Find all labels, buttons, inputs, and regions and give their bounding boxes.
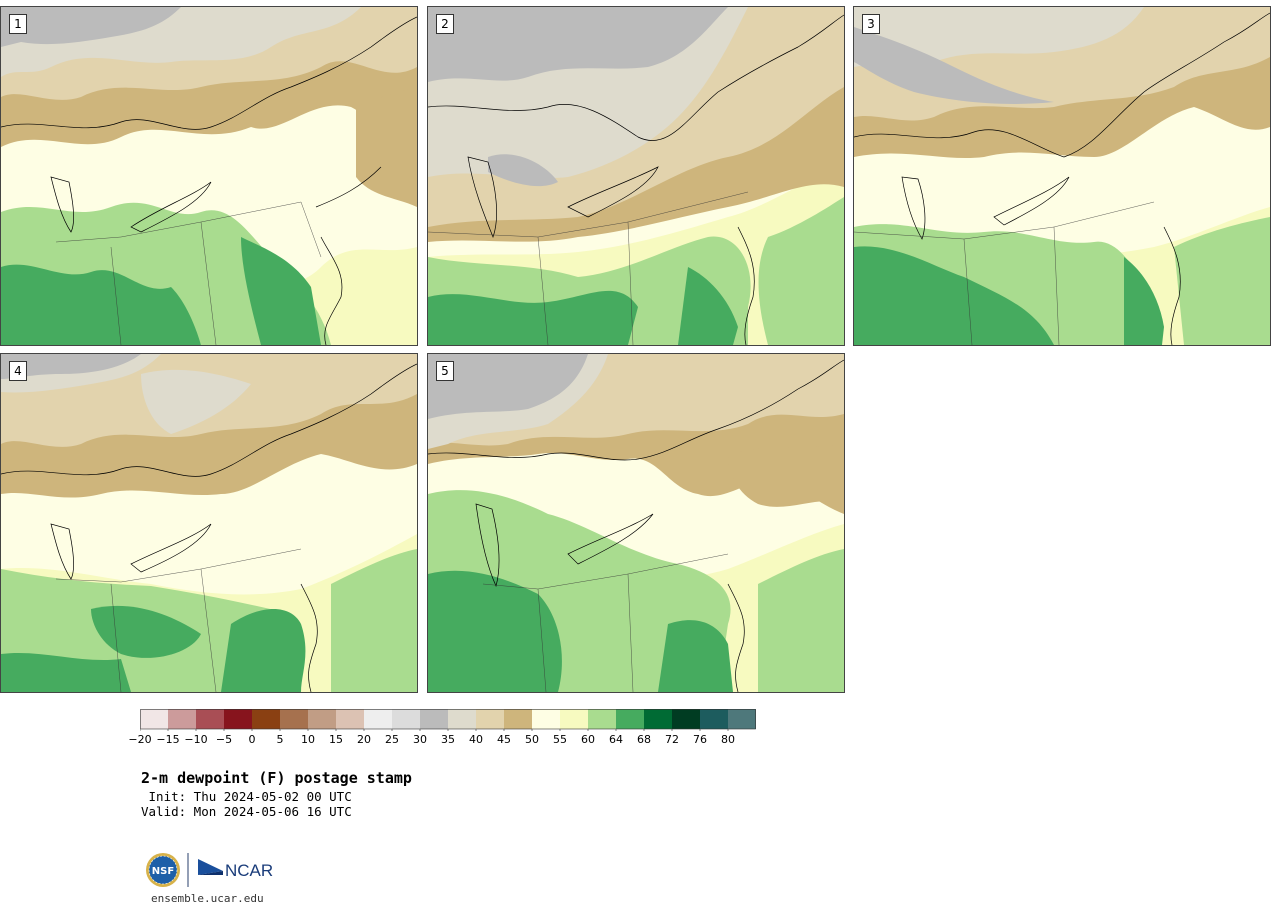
colorbar-swatch (448, 709, 477, 729)
colorbar-tick-label: 76 (693, 733, 707, 746)
colorbar-swatch (504, 709, 533, 729)
colorbar-swatch (672, 709, 701, 729)
colorbar-swatch (196, 709, 225, 729)
logo-graphic: NSF NCAR (146, 853, 273, 887)
colorbar-swatch (308, 709, 337, 729)
colorbar-tick-label: 64 (609, 733, 623, 746)
colorbar-swatch (392, 709, 421, 729)
ensemble-member-panel-1: 1 (0, 6, 418, 346)
ensemble-member-panel-4: 4 (0, 353, 418, 693)
colorbar-tick-label: 5 (276, 733, 284, 746)
nsf-ncar-logo: NSF NCAR (145, 851, 285, 891)
colorbar-swatch (476, 709, 505, 729)
colorbar-tick-label: 15 (329, 733, 343, 746)
colorbar-swatch (644, 709, 673, 729)
member-number-badge: 4 (9, 361, 27, 381)
colorbar-tick-label: 35 (441, 733, 455, 746)
colorbar-swatch (224, 709, 253, 729)
colorbar-swatch (168, 709, 197, 729)
colorbar-swatch (728, 709, 756, 729)
colorbar-tick-label: 55 (553, 733, 567, 746)
colorbar-tick-label: 45 (497, 733, 511, 746)
member-number-badge: 1 (9, 14, 27, 34)
dewpoint-map-3 (854, 7, 1270, 345)
colorbar-swatch (616, 709, 645, 729)
colorbar-tick-label: 25 (385, 733, 399, 746)
footer-url: ensemble.ucar.edu (151, 892, 264, 905)
colorbar-tick-label: −5 (215, 733, 233, 746)
colorbar-tick-label: 0 (248, 733, 256, 746)
ensemble-member-panel-5: 5 (427, 353, 845, 693)
colorbar-swatch (420, 709, 449, 729)
colorbar-tick-label: 30 (413, 733, 427, 746)
dewpoint-map-4 (1, 354, 417, 692)
colorbar-swatch (336, 709, 365, 729)
init-time: Init: Thu 2024-05-02 00 UTC (141, 789, 352, 804)
chart-title: 2-m dewpoint (F) postage stamp (141, 769, 412, 787)
colorbar-tick-label: 72 (665, 733, 679, 746)
dewpoint-colorbar (140, 709, 756, 731)
colorbar-swatch (588, 709, 617, 729)
dewpoint-map-5 (428, 354, 844, 692)
valid-time: Valid: Mon 2024-05-06 16 UTC (141, 804, 352, 819)
nsf-logo-text: NSF (152, 866, 174, 877)
ensemble-member-panel-2: 2 (427, 6, 845, 346)
colorbar-swatch (252, 709, 281, 729)
colorbar-tick-label: −15 (156, 733, 180, 746)
dewpoint-map-1 (1, 7, 417, 345)
colorbar-tick-label: 50 (525, 733, 539, 746)
colorbar-tick-label: 60 (581, 733, 595, 746)
member-number-badge: 2 (436, 14, 454, 34)
colorbar-swatch (532, 709, 561, 729)
colorbar-swatch (364, 709, 393, 729)
colorbar-tick-label: −10 (184, 733, 208, 746)
colorbar-tick-label: 80 (721, 733, 735, 746)
colorbar-swatch (560, 709, 589, 729)
colorbar-tick-label: −20 (128, 733, 152, 746)
member-number-badge: 3 (862, 14, 880, 34)
colorbar-tick-labels: −20 −15 −10 −5 0 5 10 15 20 25 30 35 40 45 50 55 60 64 68 7… (120, 733, 780, 749)
colorbar-swatch (280, 709, 309, 729)
dewpoint-map-2 (428, 7, 844, 345)
colorbar-tick-label: 10 (301, 733, 315, 746)
colorbar-swatch (700, 709, 729, 729)
member-number-badge: 5 (436, 361, 454, 381)
colorbar-swatch (140, 709, 169, 729)
ensemble-member-panel-3: 3 (853, 6, 1271, 346)
colorbar-tick-label: 68 (637, 733, 651, 746)
colorbar-tick-label: 20 (357, 733, 371, 746)
ncar-logo-text: NCAR (225, 861, 273, 880)
colorbar-tick-label: 40 (469, 733, 483, 746)
title-block: 2-m dewpoint (F) postage stamp Init: Thu… (141, 769, 412, 819)
